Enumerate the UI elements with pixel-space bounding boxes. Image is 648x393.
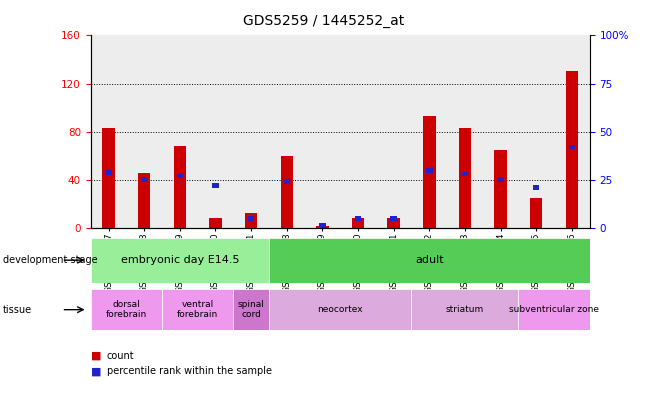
Bar <box>233 289 269 330</box>
Bar <box>91 238 269 283</box>
Bar <box>269 289 411 330</box>
Text: adult: adult <box>415 255 444 265</box>
Bar <box>102 128 115 228</box>
Text: ventral
forebrain: ventral forebrain <box>177 300 218 319</box>
Bar <box>355 216 361 221</box>
Bar <box>340 35 376 228</box>
Text: striatum: striatum <box>446 305 484 314</box>
Bar <box>162 35 198 228</box>
Bar <box>462 172 468 176</box>
Bar <box>518 35 554 228</box>
Bar <box>426 168 432 173</box>
Bar <box>281 156 293 228</box>
Bar <box>126 35 162 228</box>
Text: ■: ■ <box>91 366 101 376</box>
Bar <box>423 116 435 228</box>
Text: percentile rank within the sample: percentile rank within the sample <box>107 366 272 376</box>
Text: spinal
cord: spinal cord <box>238 300 264 319</box>
Text: development stage: development stage <box>3 255 98 265</box>
Bar <box>248 216 254 221</box>
Bar <box>177 174 183 178</box>
Bar <box>106 170 111 174</box>
Bar <box>198 35 233 228</box>
Bar <box>213 183 218 188</box>
Bar <box>141 177 147 182</box>
Bar <box>447 35 483 228</box>
Bar <box>269 238 590 283</box>
Bar <box>566 72 578 228</box>
Bar <box>269 35 305 228</box>
Bar <box>376 35 411 228</box>
Bar <box>518 289 590 330</box>
Bar <box>388 218 400 228</box>
Bar <box>245 213 257 228</box>
Bar <box>459 128 471 228</box>
Bar <box>530 198 542 228</box>
Bar <box>319 223 325 228</box>
Bar <box>498 177 503 182</box>
Bar <box>494 150 507 228</box>
Bar <box>483 35 518 228</box>
Bar <box>569 145 575 149</box>
Bar <box>305 35 340 228</box>
Text: GDS5259 / 1445252_at: GDS5259 / 1445252_at <box>244 14 404 28</box>
Bar <box>533 185 539 190</box>
Text: subventricular zone: subventricular zone <box>509 305 599 314</box>
Bar <box>411 35 447 228</box>
Bar <box>411 289 518 330</box>
Bar <box>233 35 269 228</box>
Text: neocortex: neocortex <box>318 305 363 314</box>
Bar <box>91 289 162 330</box>
Text: ■: ■ <box>91 351 101 361</box>
Bar <box>209 218 222 228</box>
Bar <box>284 179 290 184</box>
Text: count: count <box>107 351 135 361</box>
Bar <box>316 226 329 228</box>
Text: embryonic day E14.5: embryonic day E14.5 <box>121 255 239 265</box>
Bar <box>352 218 364 228</box>
Bar <box>391 216 397 221</box>
Bar <box>162 289 233 330</box>
Bar <box>174 146 186 228</box>
Text: dorsal
forebrain: dorsal forebrain <box>106 300 147 319</box>
Bar <box>554 35 590 228</box>
Bar <box>138 173 150 228</box>
Bar <box>91 35 126 228</box>
Text: tissue: tissue <box>3 305 32 315</box>
